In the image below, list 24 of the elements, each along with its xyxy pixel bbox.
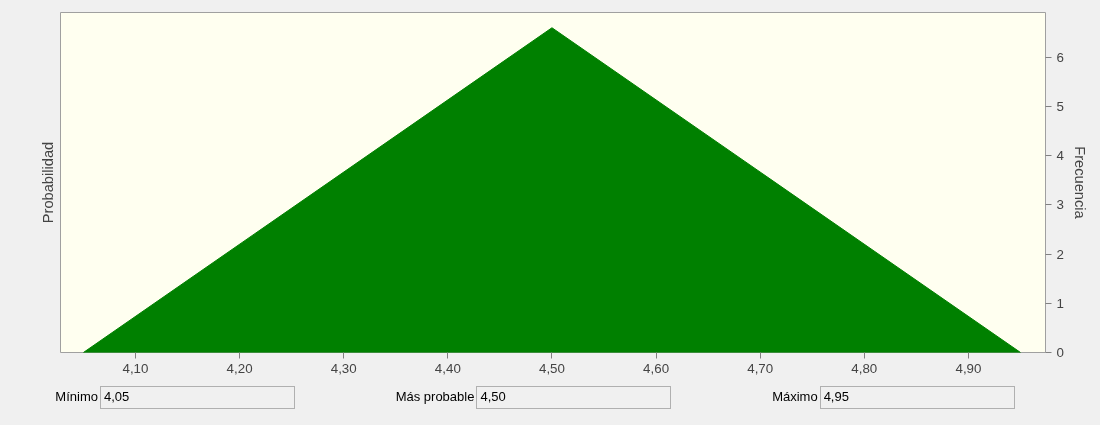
y2-tick-label: 6 — [1056, 49, 1064, 65]
text: 4,95 — [819, 386, 1015, 409]
y2-tick-label: 1 — [1056, 295, 1064, 311]
text: Más probable — [395, 388, 475, 406]
text: Mínimo — [55, 388, 98, 406]
y2-tick-label: 5 — [1056, 98, 1064, 114]
x-tick-label: 4,30 — [330, 360, 357, 376]
y2-tick-label: 4 — [1056, 148, 1065, 164]
text: Máximo — [772, 388, 818, 406]
x-tick-label: 4,80 — [851, 360, 878, 376]
x-tick-label: 4,20 — [226, 360, 253, 376]
x-tick-label: 4,70 — [747, 360, 774, 376]
text: 4,50 — [476, 386, 672, 409]
x-tick-label: 4,90 — [955, 360, 982, 376]
text: 4,05 — [99, 386, 295, 409]
x-tick-label: 4,60 — [643, 360, 670, 376]
x-tick-label: 4,10 — [122, 360, 149, 376]
y2-tick-label: 0 — [1056, 345, 1064, 360]
x-tick-label: 4,40 — [434, 360, 461, 376]
x-tick-label: 4,50 — [538, 360, 565, 376]
y-axis-title: Probabilidad — [39, 141, 56, 224]
y2-tick-label: 2 — [1056, 246, 1064, 262]
y2-tick-label: 3 — [1056, 197, 1064, 213]
y2-axis-title: Frecuencia — [1071, 146, 1088, 220]
